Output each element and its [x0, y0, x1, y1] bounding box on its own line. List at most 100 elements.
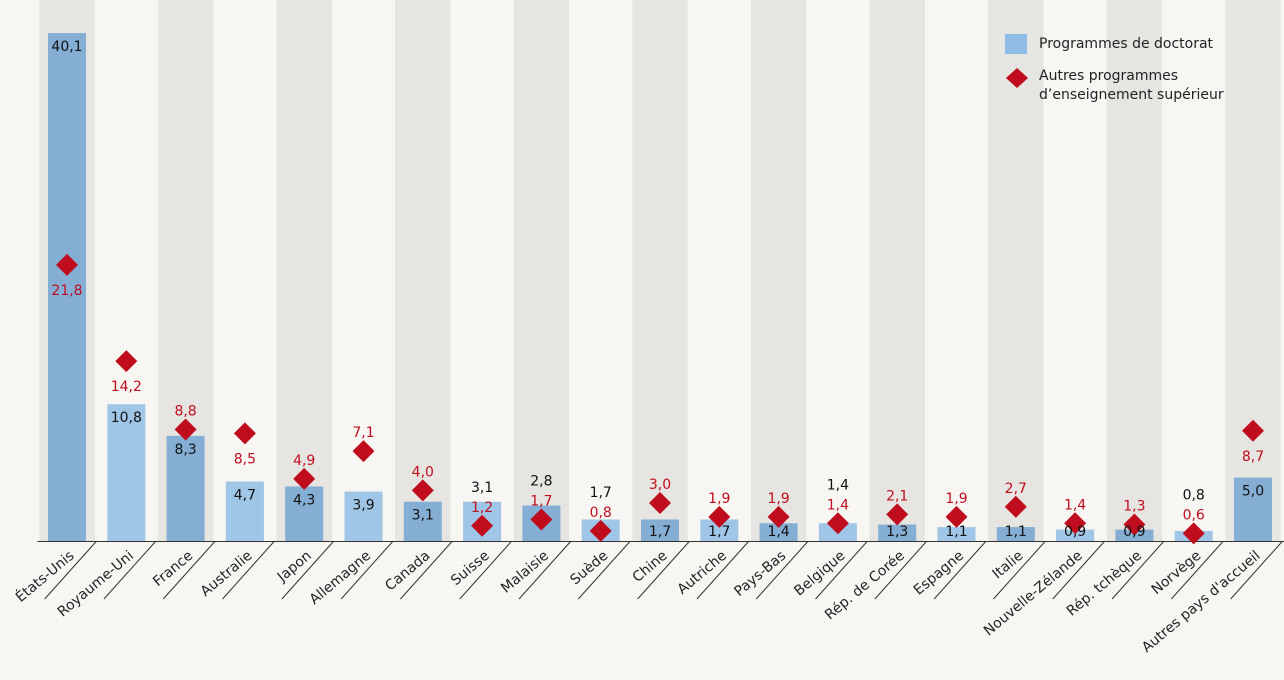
- diamond-marker: [1004, 495, 1027, 518]
- category-separator: [933, 540, 987, 600]
- column-stripe: [869, 0, 925, 541]
- diamond-marker: [886, 503, 909, 526]
- diamond-marker: [233, 422, 256, 445]
- category-separator: [755, 540, 809, 600]
- bar-value-label: 4,3: [293, 493, 315, 509]
- diamond-marker: [945, 505, 968, 528]
- diamond-value-label: 1,9: [767, 491, 789, 507]
- bar-value-label: 1,7: [649, 524, 671, 540]
- diamond-value-label: 1,3: [1123, 499, 1145, 515]
- x-tick-label: Chine: [630, 548, 671, 586]
- bar: [759, 523, 798, 541]
- column-stripe: [276, 0, 332, 541]
- bar: [878, 524, 917, 541]
- legend-label: Programmes de doctorat: [1039, 35, 1214, 52]
- category-separator: [103, 540, 157, 600]
- category-separator: [1230, 540, 1284, 600]
- diamond-marker: [1242, 419, 1264, 442]
- bar: [403, 501, 442, 541]
- category-separator: [1170, 540, 1224, 600]
- bar-value-label: 3,9: [352, 498, 374, 514]
- legend-entry: Programmes de doctorat: [1005, 34, 1213, 54]
- diamond-marker: [826, 512, 849, 535]
- diamond-value-label: 7,1: [352, 425, 374, 441]
- column-stripe: [513, 0, 570, 541]
- diamond-value-label: 2,1: [886, 488, 908, 504]
- diamond-marker: [530, 508, 553, 531]
- diamond-value-label: 4,0: [412, 464, 434, 480]
- x-tick-label: Belgique: [791, 548, 848, 600]
- bar-value-label: 40,1: [51, 39, 82, 55]
- bar-value-label: 8,3: [174, 442, 196, 458]
- legend-label: Autres programmes d’enseignement supérie…: [1039, 68, 1224, 103]
- bar: [225, 481, 264, 541]
- category-separator: [993, 540, 1046, 600]
- diamond-marker: [649, 492, 671, 514]
- diamond-value-label: 1,4: [827, 497, 849, 513]
- bar-value-label: 10,8: [111, 410, 142, 426]
- category-separator: [340, 540, 394, 600]
- diamond-marker: [411, 479, 434, 502]
- diamond-value-label: 0,8: [590, 505, 612, 521]
- x-tick-label: Norvège: [1149, 548, 1205, 598]
- diamond-value-label: 4,9: [293, 453, 315, 469]
- bar: [937, 527, 976, 541]
- diamond-marker: [708, 505, 731, 528]
- bar-value-label: 3,1: [412, 508, 434, 524]
- diamond-marker: [589, 519, 612, 542]
- diamond-marker: [293, 467, 316, 490]
- diamond-marker: [56, 253, 78, 276]
- bar-value-label: 0,8: [1183, 487, 1205, 503]
- diamond-marker: [115, 350, 138, 373]
- bar-value-label: 1,3: [886, 524, 908, 540]
- bar: [1234, 477, 1272, 541]
- x-tick-label: Malaisie: [498, 548, 552, 597]
- category-separator: [44, 540, 98, 600]
- diamond-marker: [767, 505, 790, 528]
- bar-value-label: 1,1: [945, 524, 967, 540]
- diamond-value-label: 21,8: [51, 283, 82, 299]
- bar-value-label: 4,7: [234, 487, 256, 503]
- x-tick-label: Nouvelle-Zélande: [981, 548, 1086, 640]
- x-tick-label: Espagne: [911, 548, 967, 599]
- diamond-marker: [471, 514, 494, 537]
- category-separator: [281, 540, 335, 600]
- x-tick-label: Autriche: [675, 548, 730, 598]
- diamond-marker: [352, 440, 375, 463]
- category-separator: [162, 540, 216, 600]
- diamond-value-label: 14,2: [111, 379, 142, 395]
- bar: [700, 519, 739, 541]
- category-separator: [1052, 540, 1106, 600]
- diamond-marker: [1064, 512, 1087, 535]
- diamond-value-label: 1,9: [708, 491, 730, 507]
- column-stripe: [750, 0, 807, 541]
- category-separator: [577, 540, 631, 600]
- diamond-value-label: 1,7: [530, 493, 552, 509]
- bar-value-label: 1,4: [767, 524, 789, 540]
- bar-value-label: 1,7: [708, 524, 730, 540]
- x-tick-label: Italie: [990, 548, 1027, 582]
- bar: [166, 435, 205, 541]
- column-stripe: [988, 0, 1044, 541]
- x-tick-label: Japon: [274, 548, 315, 586]
- diamond-value-label: 8,8: [174, 404, 196, 420]
- bar-value-label: 5,0: [1242, 484, 1264, 500]
- category-separator: [815, 540, 868, 600]
- category-separator: [400, 540, 453, 600]
- x-tick-label: Allemagne: [307, 548, 374, 608]
- bar: [48, 33, 86, 542]
- category-separator: [637, 540, 691, 600]
- bar-value-label: 1,4: [827, 477, 849, 493]
- bar-value-label: 2,8: [530, 473, 552, 489]
- diamond-value-label: 8,5: [234, 451, 256, 467]
- bar-value-label: 1,7: [590, 485, 612, 501]
- column-stripe: [1106, 0, 1163, 541]
- diamond-value-label: 0,6: [1183, 507, 1205, 523]
- bar-value-label: 3,1: [471, 480, 493, 496]
- category-separator: [518, 540, 572, 600]
- x-tick-label: Suède: [567, 548, 611, 588]
- bar: [996, 527, 1035, 541]
- bar: [107, 404, 146, 541]
- legend-swatch: [1005, 34, 1027, 54]
